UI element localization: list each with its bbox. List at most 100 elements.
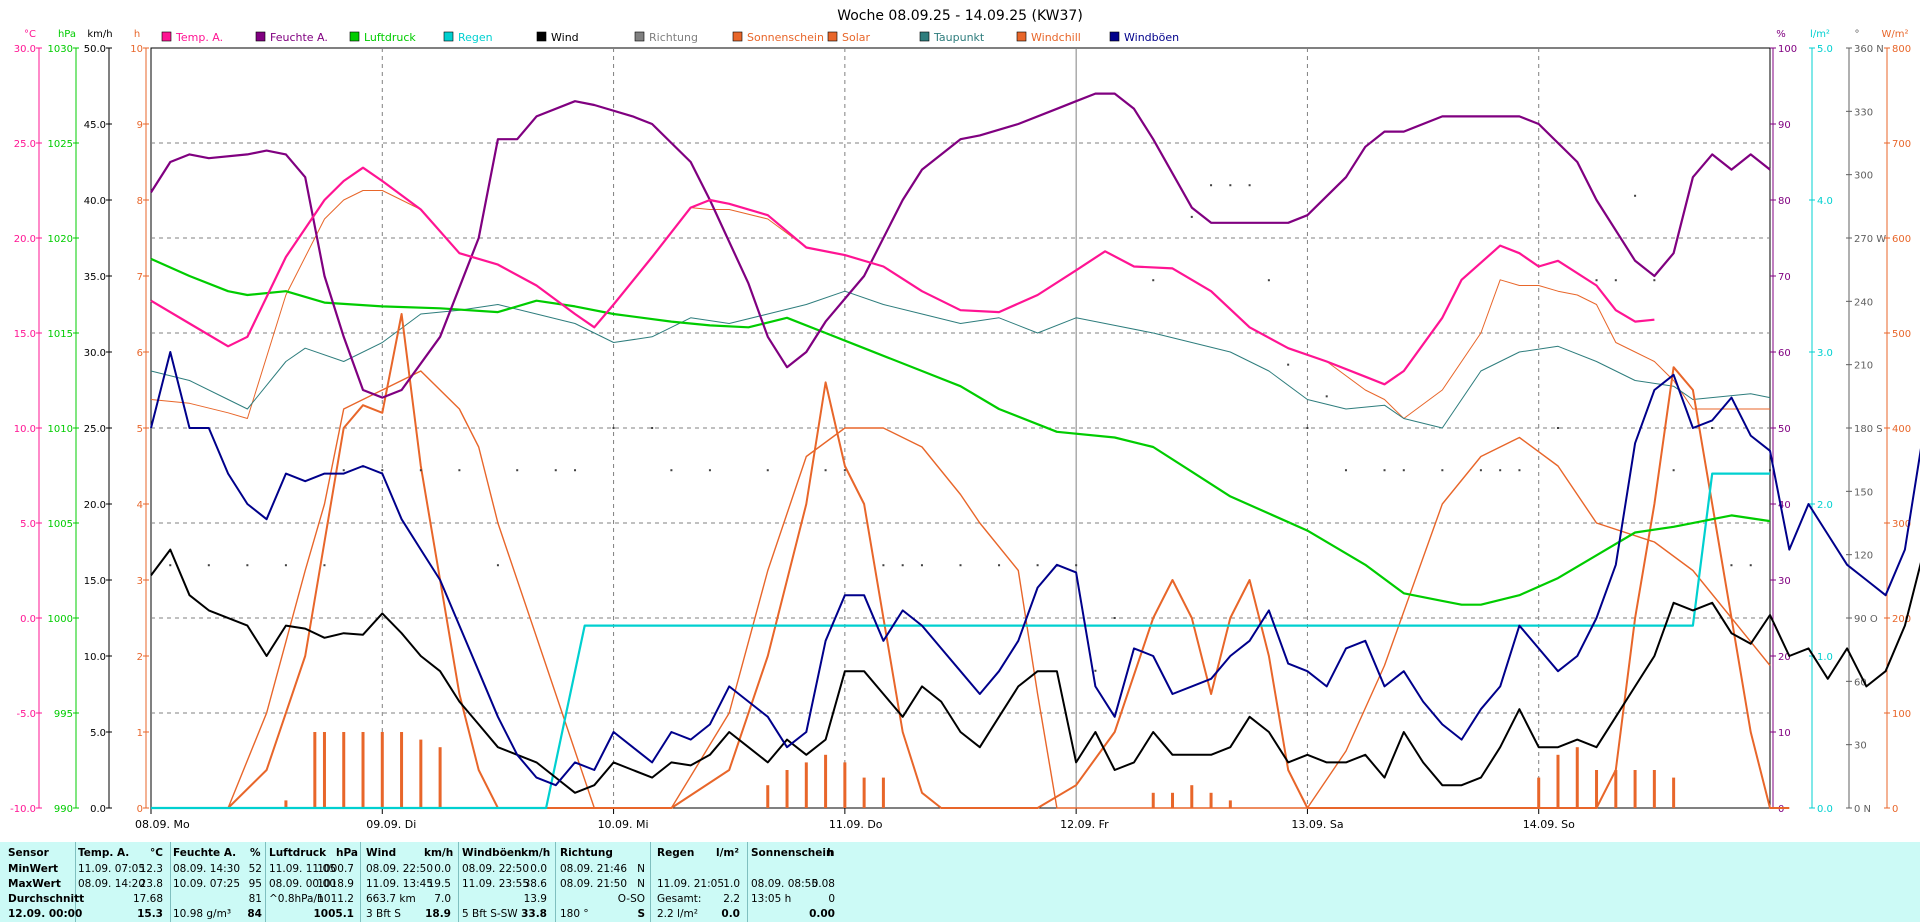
table-cell-gust-dt: 08.09. 22:50 <box>462 863 529 875</box>
table-cell-wind-v: 7.0 <box>434 893 451 905</box>
left-tick-label: 35.0 <box>84 272 106 283</box>
direction-point <box>207 564 210 567</box>
right-tick-label: 500 <box>1892 329 1911 340</box>
table-cell-gust-dt: 5 Bft S-SW <box>462 908 518 920</box>
table-cell-wind-dt: 11.09. 13:45 <box>366 878 433 890</box>
header-humidity: Feuchte A. <box>173 847 237 859</box>
direction-point <box>1036 564 1039 567</box>
table-cell-dir-dt: 08.09. 21:46 <box>560 863 627 875</box>
table-cell-dir-v: S <box>637 908 645 920</box>
left-tick-label: 30.0 <box>14 44 36 55</box>
direction-point <box>1518 469 1521 472</box>
direction-point <box>554 469 557 472</box>
day-label: 10.09. Mi <box>598 818 649 831</box>
header-pressure: Luftdruck <box>269 847 327 859</box>
table-cell-dir-dt: 08.09. 21:50 <box>560 878 627 890</box>
header-humidity-unit: % <box>250 847 261 859</box>
right-axis-unit: l/m² <box>1810 29 1830 40</box>
left-tick-label: 0.0 <box>20 614 36 625</box>
table-cell-rain-dt: 11.09. 21:05 <box>657 878 724 890</box>
right-tick-label: 200 <box>1892 614 1911 625</box>
column-divider <box>360 842 361 922</box>
right-tick-label: 0.0 <box>1817 804 1833 815</box>
header-wind-unit: km/h <box>424 847 454 859</box>
table-cell-temp-dt: 11.09. 07:05 <box>78 863 145 875</box>
left-tick-label: 1015 <box>48 329 73 340</box>
direction-point <box>670 469 673 472</box>
sunshine-bar <box>1537 777 1541 808</box>
right-tick-label: 20 <box>1778 652 1791 663</box>
direction-point <box>1711 427 1714 429</box>
left-tick-label: 30.0 <box>84 348 106 359</box>
series-sonnenschein <box>151 313 1790 809</box>
series-wind <box>150 548 1920 794</box>
legend-swatch <box>1016 31 1027 42</box>
right-tick-label: 150 <box>1854 487 1873 498</box>
sunshine-bar <box>400 732 404 808</box>
sunshine-bar <box>1209 792 1213 808</box>
legend-swatch <box>443 31 454 42</box>
legend-swatch <box>349 31 360 42</box>
right-tick-label: 700 <box>1892 139 1911 150</box>
direction-point <box>612 427 615 429</box>
table-cell-gust-v: 38.6 <box>523 878 547 890</box>
sunshine-bar <box>824 754 828 808</box>
left-tick-label: 15.0 <box>14 329 36 340</box>
left-axis-unit: °C <box>24 29 36 40</box>
right-tick-label: 4.0 <box>1817 196 1833 207</box>
direction-point <box>882 564 885 567</box>
left-tick-label: 0.0 <box>90 804 106 815</box>
right-tick-label: 100 <box>1892 709 1911 720</box>
day-label: 09.09. Di <box>366 818 416 831</box>
direction-point <box>1248 184 1251 187</box>
legend-entry: Regen <box>458 31 493 44</box>
left-tick-label: 0 <box>137 804 143 815</box>
table-cell-press-dt: 11.09. 11:05 <box>269 863 336 875</box>
direction-point <box>1634 194 1637 197</box>
column-divider <box>75 842 76 922</box>
header-sunshine-unit: h <box>827 847 835 859</box>
direction-point <box>1267 279 1270 282</box>
sunshine-bar <box>284 800 288 808</box>
direction-point <box>1672 469 1675 472</box>
direction-point <box>381 469 384 472</box>
sunshine-bar <box>361 732 365 808</box>
right-tick-label: 300 <box>1854 171 1873 182</box>
right-tick-label: 10 <box>1778 728 1791 739</box>
table-cell-hum-dt: 10.98 g/m³ <box>173 908 232 920</box>
table-cell-dir-v: O-SO <box>617 893 645 905</box>
left-axis-unit: h <box>134 29 140 40</box>
table-cell-wind-v: 0.0 <box>434 863 451 875</box>
series-temp-a <box>150 166 1655 386</box>
direction-point <box>574 469 577 472</box>
right-tick-label: 0 <box>1778 804 1784 815</box>
direction-point <box>1769 469 1771 472</box>
day-label: 14.09. So <box>1523 818 1575 831</box>
sunshine-bar <box>843 762 847 808</box>
sunshine-bar <box>862 777 866 808</box>
table-cell-hum-dt: 08.09. 14:30 <box>173 863 240 875</box>
table-cell-rain-dt: Gesamt: <box>657 893 702 905</box>
sunshine-bar <box>1652 770 1656 808</box>
right-tick-label: 800 <box>1892 44 1911 55</box>
left-tick-label: 1010 <box>48 424 73 435</box>
left-tick-label: 15.0 <box>84 576 106 587</box>
header-wind: Wind <box>366 847 397 859</box>
right-tick-label: 60 <box>1854 677 1867 688</box>
left-tick-label: 1020 <box>48 234 73 245</box>
header-gust-unit: km/h <box>521 847 551 859</box>
header-gust: Windböen <box>462 847 522 859</box>
right-tick-label: 270 W <box>1854 234 1886 245</box>
left-tick-label: 1 <box>137 728 143 739</box>
table-cell-wind-dt: 663.7 km <box>366 893 416 905</box>
table-cell-wind-dt: 3 Bft S <box>366 908 401 920</box>
column-divider <box>747 842 748 922</box>
direction-point <box>284 564 287 567</box>
right-tick-label: 400 <box>1892 424 1911 435</box>
series <box>150 92 1920 810</box>
row-label: MinWert <box>8 863 59 875</box>
right-tick-label: 120 <box>1854 551 1873 562</box>
table-cell-dir-v: N <box>637 878 645 890</box>
sunshine-bar <box>438 747 442 808</box>
direction-point <box>323 564 326 567</box>
